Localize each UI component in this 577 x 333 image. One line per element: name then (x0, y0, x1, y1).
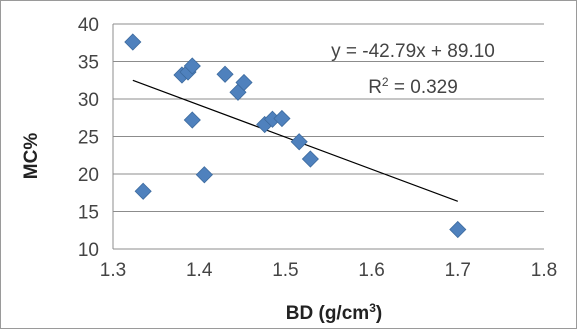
x-tick-label: 1.4 (186, 260, 213, 281)
x-tick-labels: 1.3 1.4 1.5 1.6 1.7 1.8 (100, 260, 557, 281)
y-tick-label: 35 (78, 53, 99, 74)
x-tick-label: 1.7 (445, 260, 471, 281)
data-point (235, 73, 253, 92)
data-point (273, 109, 291, 128)
y-tick-label: 10 (78, 240, 99, 261)
y-axis-title: MC% (21, 133, 42, 180)
gridlines (112, 23, 544, 250)
data-point (124, 33, 142, 51)
data-points (124, 33, 467, 239)
y-tick-label: 40 (78, 15, 99, 36)
x-tick-label: 1.8 (531, 260, 557, 281)
y-tick-label: 30 (78, 90, 99, 111)
x-tick-label: 1.3 (100, 260, 126, 281)
data-point (183, 111, 201, 129)
y-tick-label: 25 (78, 128, 99, 149)
x-tick-label: 1.5 (272, 260, 298, 281)
x-tick-label: 1.6 (358, 260, 384, 281)
y-tick-label: 20 (78, 165, 99, 186)
trendline-equation: y = -42.79x + 89.10 (331, 41, 495, 62)
data-point (195, 166, 213, 184)
data-point (183, 57, 201, 75)
y-tick-labels: 10 15 20 25 30 35 40 (78, 15, 99, 261)
data-point (290, 133, 308, 151)
x-axis-title: BD (g/cm3) (286, 301, 382, 324)
data-point (449, 220, 467, 239)
y-tick-label: 15 (78, 203, 99, 224)
data-point (134, 182, 152, 200)
scatter-chart: 1.3 1.4 1.5 1.6 1.7 1.8 10 15 20 25 30 35 40 y = -4… (21, 15, 557, 324)
data-point (301, 150, 319, 168)
r-squared-label: R2 = 0.329 (368, 75, 458, 98)
data-point (216, 65, 234, 83)
